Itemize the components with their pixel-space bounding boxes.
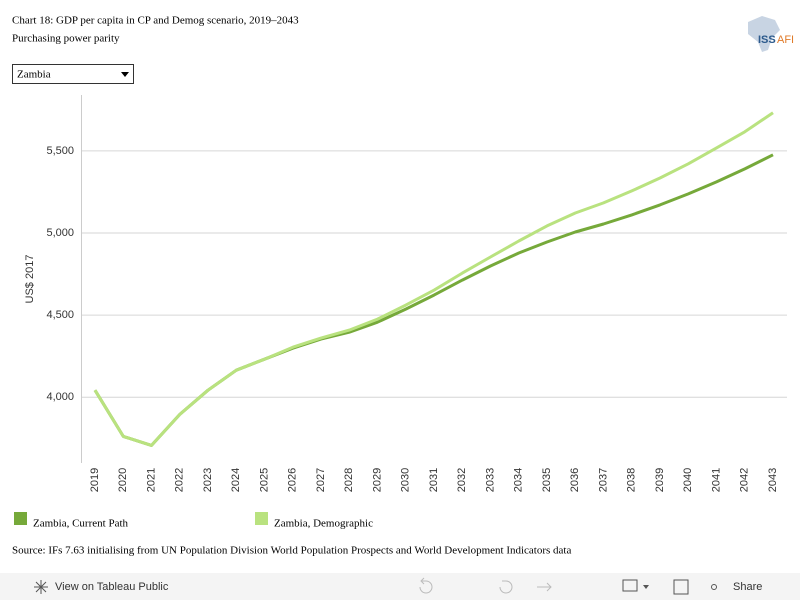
x-tick-label: 2019 [89,468,101,492]
tableau-icon [34,580,48,594]
x-tick-label: 2043 [767,468,779,492]
download-button[interactable] [622,579,638,592]
source-note: Source: IFs 7.63 initialising from UN Po… [12,545,571,557]
toolbar [0,573,800,600]
x-tick-label: 2023 [202,468,214,492]
x-tick-label: 2027 [315,468,327,492]
x-tick-label: 2033 [484,468,496,492]
x-tick-label: 2025 [258,468,270,492]
x-tick-label: 2041 [710,468,722,492]
view-link[interactable]: View on Tableau Public [55,581,169,593]
y-tick-label: 5,500 [46,145,74,157]
y-axis-label: US$ 2017 [24,255,36,304]
x-tick-label: 2026 [287,468,299,492]
download-arrow[interactable] [643,585,649,589]
logo: ISS AFI [748,16,794,52]
redo-button[interactable] [537,582,552,592]
x-tick-label: 2022 [174,468,186,492]
logo-left: ISS [758,34,776,46]
x-tick-label: 2042 [739,468,751,492]
undo-button[interactable] [419,577,433,594]
x-tick-label: 2038 [626,468,638,492]
x-tick-label: 2036 [569,468,581,492]
share-icon[interactable] [711,584,717,590]
legend-swatch [14,512,27,525]
selector-box[interactable] [12,64,134,84]
chart-title: Chart 18: GDP per capita in CP and Demog… [12,15,299,27]
x-tick-label: 2024 [230,468,242,492]
logo-map [748,16,780,52]
x-tick-label: 2037 [597,468,609,492]
x-tick-label: 2030 [400,468,412,492]
y-tick-label: 5,000 [46,227,74,239]
x-tick-label: 2020 [117,468,129,492]
x-tick-label: 2040 [682,468,694,492]
x-tick-label: 2035 [541,468,553,492]
selector-value[interactable]: Zambia [17,69,51,81]
selector[interactable]: Zambia [12,64,134,84]
x-tick-label: 2021 [145,468,157,492]
x-tick-label: 2031 [428,468,440,492]
revert-button[interactable] [499,580,513,594]
legend-label: Zambia, Demographic [274,518,373,530]
y-tick-label: 4,000 [46,391,74,403]
legend-swatch [255,512,268,525]
x-tick-label: 2034 [513,468,525,492]
share-button[interactable]: Share [733,581,762,593]
x-tick-label: 2039 [654,468,666,492]
chart-subtitle: Purchasing power parity [12,33,120,45]
logo-right: AFI [777,34,794,46]
x-tick-label: 2029 [371,468,383,492]
series-line [93,111,774,447]
x-tick-label: 2028 [343,468,355,492]
y-tick-label: 4,500 [46,309,74,321]
fullscreen-button[interactable] [673,579,689,595]
selector-arrow[interactable] [121,72,129,77]
legend-label: Zambia, Current Path [33,518,129,530]
x-tick-label: 2032 [456,468,468,492]
